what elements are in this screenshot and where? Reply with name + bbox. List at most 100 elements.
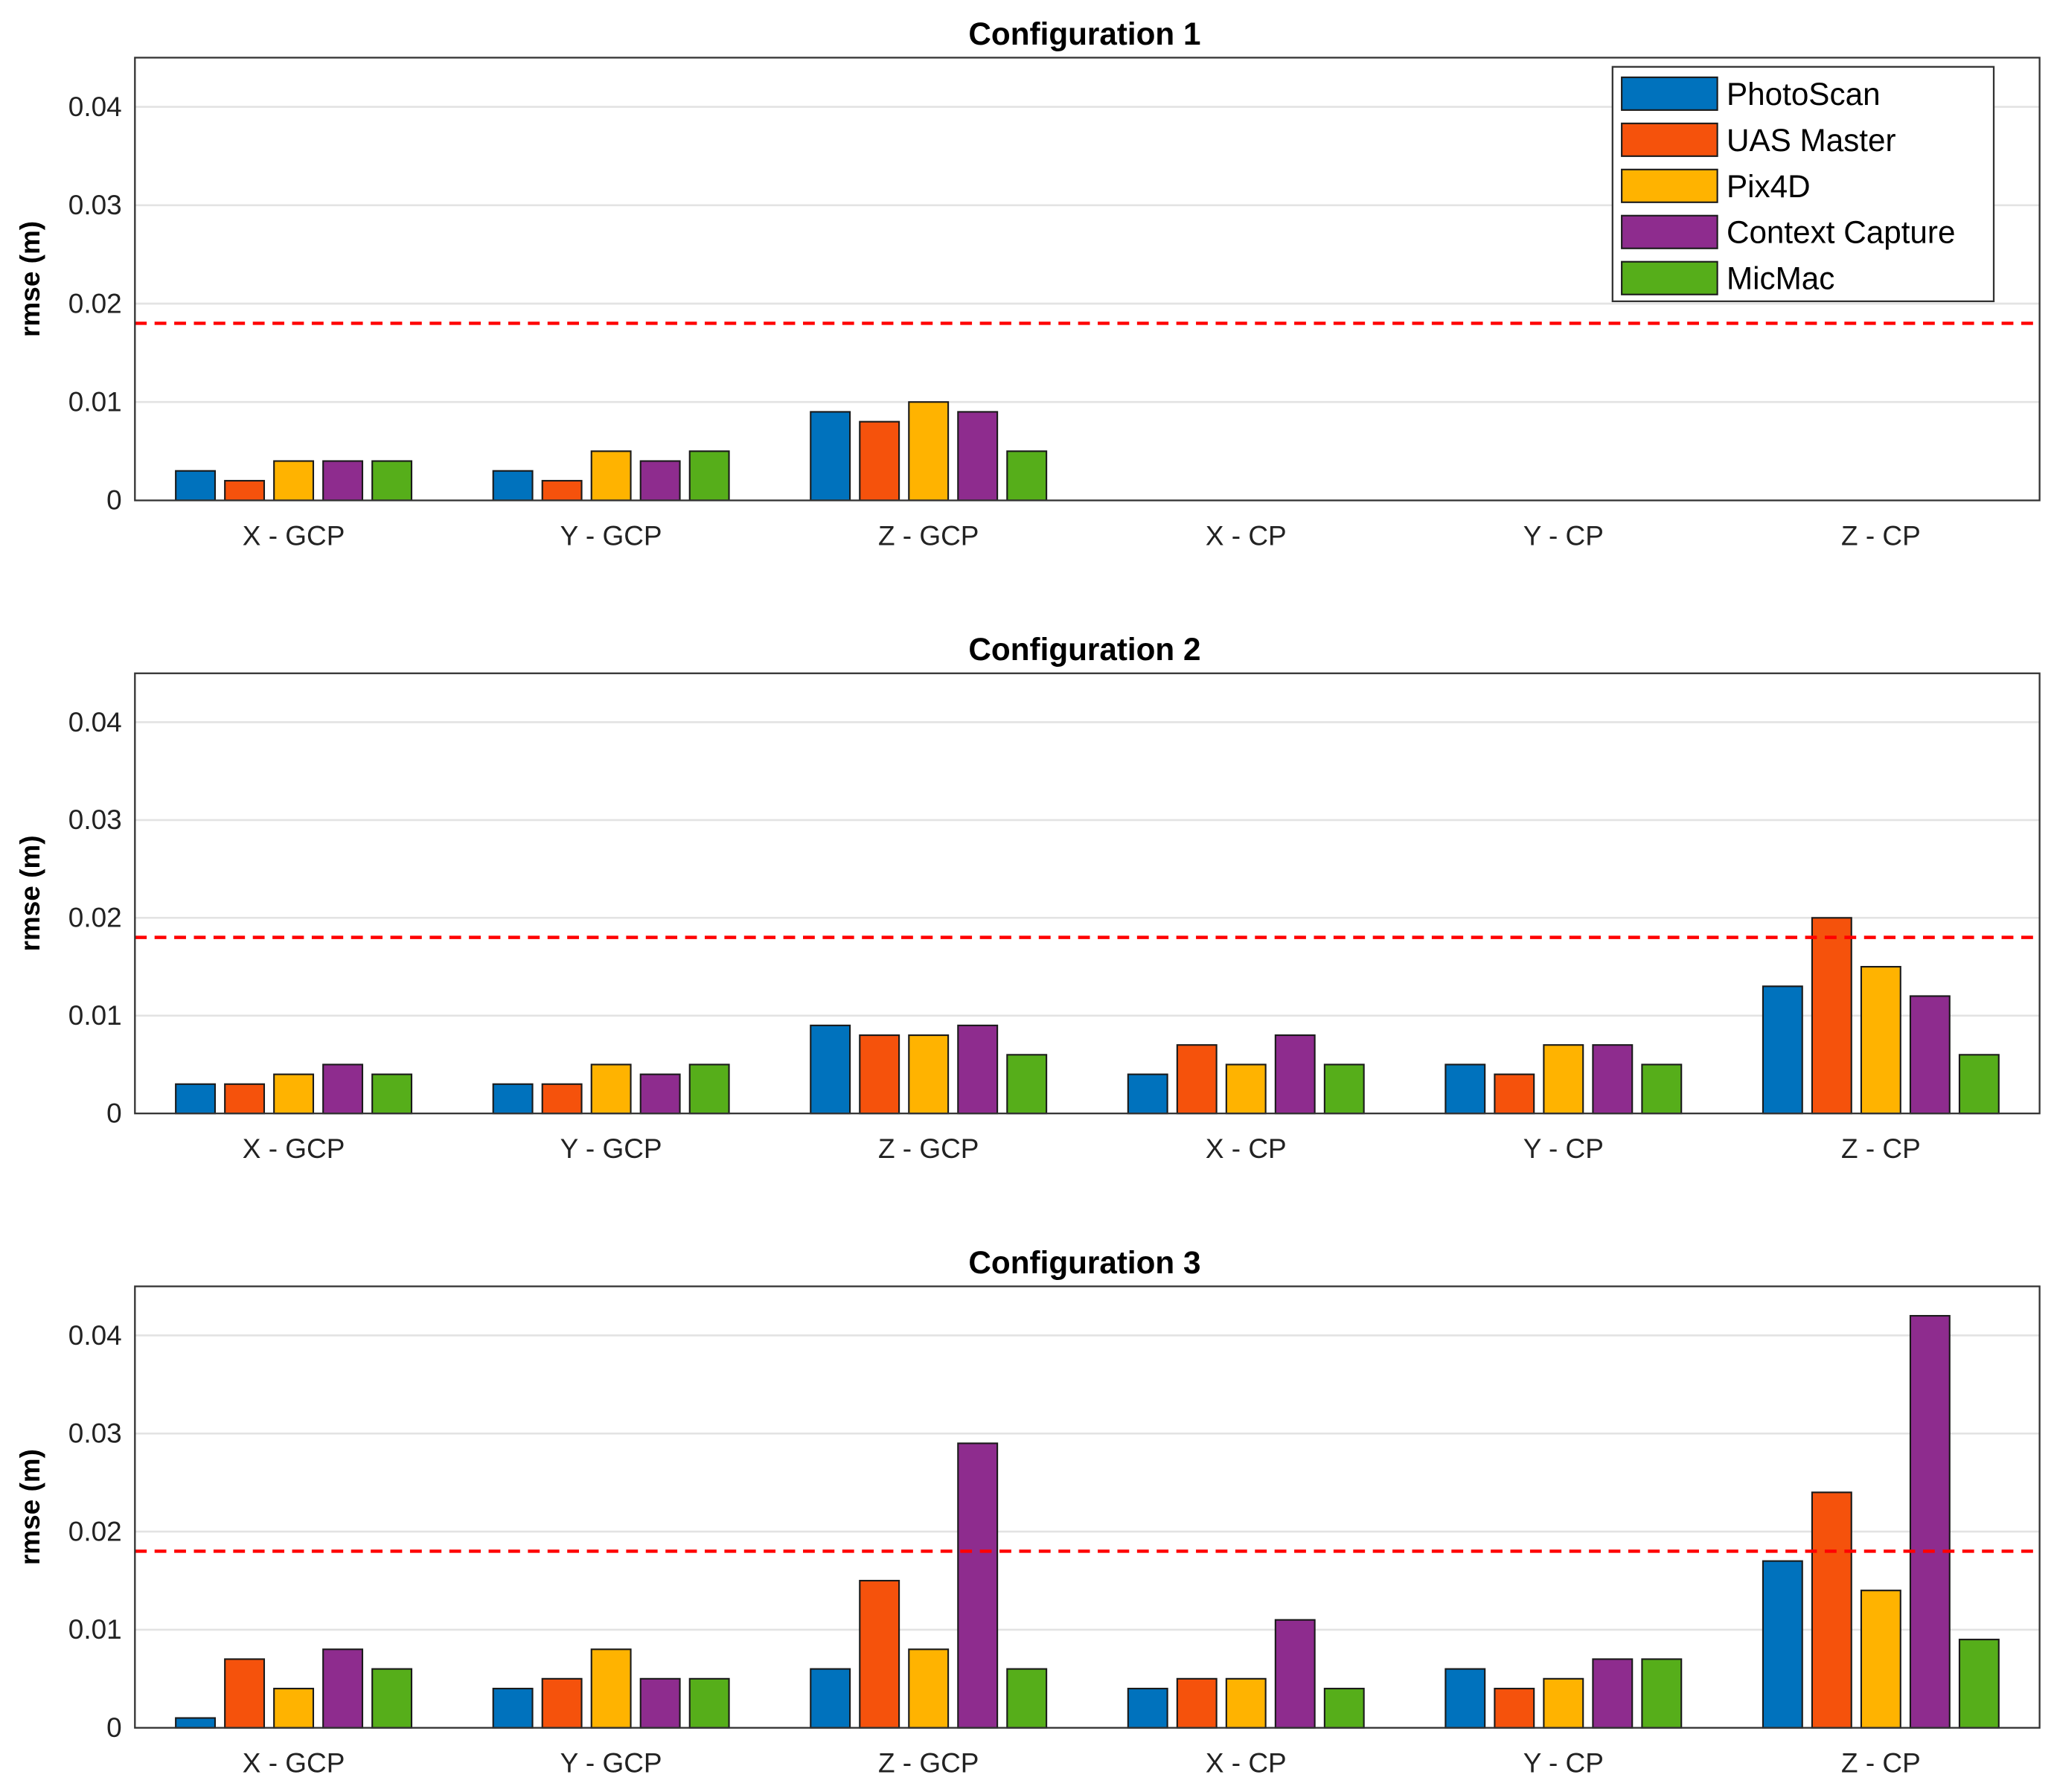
y-tick-label: 0.04 bbox=[68, 1320, 122, 1351]
bar-micmac bbox=[1323, 1063, 1365, 1115]
bar-photoscan bbox=[1762, 985, 1803, 1115]
bar-uas-master bbox=[1811, 917, 1852, 1115]
x-tick-label: X - GCP bbox=[243, 1133, 345, 1164]
bar-uas-master bbox=[224, 1083, 266, 1115]
x-tick-label: X - CP bbox=[1206, 1133, 1287, 1164]
bar-micmac bbox=[371, 460, 413, 502]
x-tick-label: Y - CP bbox=[1523, 520, 1604, 551]
y-tick-label: 0.02 bbox=[68, 903, 122, 933]
bar-context-capture bbox=[957, 1442, 999, 1729]
bar-micmac bbox=[688, 450, 730, 502]
bar-micmac bbox=[371, 1668, 413, 1729]
bar-pix4d bbox=[590, 1063, 632, 1115]
bar-uas-master bbox=[541, 479, 583, 502]
bar-uas-master bbox=[541, 1677, 583, 1729]
bar-uas-master bbox=[224, 1658, 266, 1729]
bar-micmac bbox=[1323, 1687, 1365, 1729]
y-tick-label: 0.04 bbox=[68, 92, 122, 122]
axes-frame bbox=[134, 1285, 2041, 1729]
y-tick-label: 0.01 bbox=[68, 1000, 122, 1031]
x-tick-label: Y - CP bbox=[1523, 1133, 1604, 1164]
y-tick-label: 0 bbox=[106, 1098, 122, 1129]
bar-context-capture bbox=[1592, 1658, 1634, 1729]
axes-frame bbox=[134, 672, 2041, 1115]
bar-photoscan bbox=[175, 1083, 217, 1115]
x-tick-label: Y - GCP bbox=[560, 1133, 662, 1164]
bar-photoscan bbox=[1444, 1063, 1486, 1115]
bar-pix4d bbox=[590, 450, 632, 502]
panel-title: Configuration 1 bbox=[968, 16, 1200, 51]
bar-uas-master bbox=[859, 1034, 900, 1115]
legend-label: Pix4D bbox=[1727, 169, 1811, 204]
plot-area bbox=[135, 673, 2040, 1114]
panel-title: Configuration 2 bbox=[968, 632, 1200, 667]
bar-uas-master bbox=[859, 1579, 900, 1729]
x-tick-label: X - CP bbox=[1206, 1748, 1287, 1779]
y-tick-label: 0 bbox=[106, 1712, 122, 1743]
x-tick-label: Y - GCP bbox=[560, 520, 662, 551]
y-tick-label: 0.03 bbox=[68, 1418, 122, 1449]
bar-photoscan bbox=[492, 1687, 534, 1729]
legend-swatch bbox=[1621, 260, 1718, 295]
legend-swatch bbox=[1621, 168, 1718, 203]
bar-photoscan bbox=[492, 470, 534, 502]
bar-photoscan bbox=[1127, 1687, 1168, 1729]
bar-uas-master bbox=[1176, 1677, 1218, 1729]
bar-pix4d bbox=[1225, 1677, 1267, 1729]
y-tick-label: 0 bbox=[106, 485, 122, 516]
bar-pix4d bbox=[273, 1687, 315, 1729]
x-tick-label: X - GCP bbox=[243, 520, 345, 551]
bar-pix4d bbox=[590, 1648, 632, 1729]
bar-photoscan bbox=[810, 411, 851, 502]
bar-micmac bbox=[1006, 450, 1048, 502]
legend-swatch bbox=[1621, 214, 1718, 249]
bar-pix4d bbox=[273, 1073, 315, 1115]
y-tick-label: 0.03 bbox=[68, 804, 122, 835]
bar-photoscan bbox=[492, 1083, 534, 1115]
x-tick-label: Z - GCP bbox=[878, 1133, 979, 1164]
axes-frame bbox=[134, 57, 2041, 502]
x-tick-label: Z - GCP bbox=[878, 1748, 979, 1779]
y-axis-label: rmse (m) bbox=[15, 1449, 45, 1565]
x-tick-label: Z - GCP bbox=[878, 520, 979, 551]
bar-pix4d bbox=[908, 401, 950, 502]
y-tick-label: 0.04 bbox=[68, 707, 122, 737]
y-axis-label: rmse (m) bbox=[15, 835, 45, 951]
bar-micmac bbox=[1006, 1054, 1048, 1115]
bar-pix4d bbox=[1860, 1590, 1901, 1729]
bar-context-capture bbox=[639, 460, 681, 502]
bar-context-capture bbox=[1274, 1034, 1316, 1115]
bar-pix4d bbox=[1543, 1044, 1584, 1115]
x-tick-label: Y - CP bbox=[1523, 1748, 1604, 1779]
x-tick-label: Z - CP bbox=[1841, 520, 1921, 551]
x-tick-label: Z - CP bbox=[1841, 1133, 1921, 1164]
bar-context-capture bbox=[639, 1073, 681, 1115]
bar-photoscan bbox=[1762, 1560, 1803, 1729]
bar-context-capture bbox=[322, 1063, 364, 1115]
bar-uas-master bbox=[1811, 1491, 1852, 1729]
bar-pix4d bbox=[273, 460, 315, 502]
x-tick-label: Y - GCP bbox=[560, 1748, 662, 1779]
legend-swatch bbox=[1621, 76, 1718, 111]
bar-micmac bbox=[688, 1063, 730, 1115]
bar-context-capture bbox=[1592, 1044, 1634, 1115]
legend-label: UAS Master bbox=[1727, 123, 1896, 158]
bar-micmac bbox=[688, 1677, 730, 1729]
bar-context-capture bbox=[322, 1648, 364, 1729]
bar-photoscan bbox=[175, 1717, 217, 1729]
bar-photoscan bbox=[1127, 1073, 1168, 1115]
panel-3: 0 0.01 0.02 0.03 0.04 X - GCP Y - GCP Z - GCP X … bbox=[15, 1245, 2041, 1779]
bar-micmac bbox=[1641, 1658, 1683, 1729]
bar-photoscan bbox=[1444, 1668, 1486, 1729]
bar-uas-master bbox=[541, 1083, 583, 1115]
bar-pix4d bbox=[1860, 965, 1901, 1115]
bar-photoscan bbox=[175, 470, 217, 502]
y-tick-label: 0.02 bbox=[68, 288, 122, 319]
bar-context-capture bbox=[1909, 1315, 1951, 1729]
bar-uas-master bbox=[224, 479, 266, 502]
legend-label: Context Capture bbox=[1727, 215, 1956, 250]
bar-micmac bbox=[1641, 1063, 1683, 1115]
y-axis-label: rmse (m) bbox=[15, 221, 45, 337]
bar-micmac bbox=[371, 1073, 413, 1115]
legend-label: PhotoScan bbox=[1727, 77, 1881, 112]
